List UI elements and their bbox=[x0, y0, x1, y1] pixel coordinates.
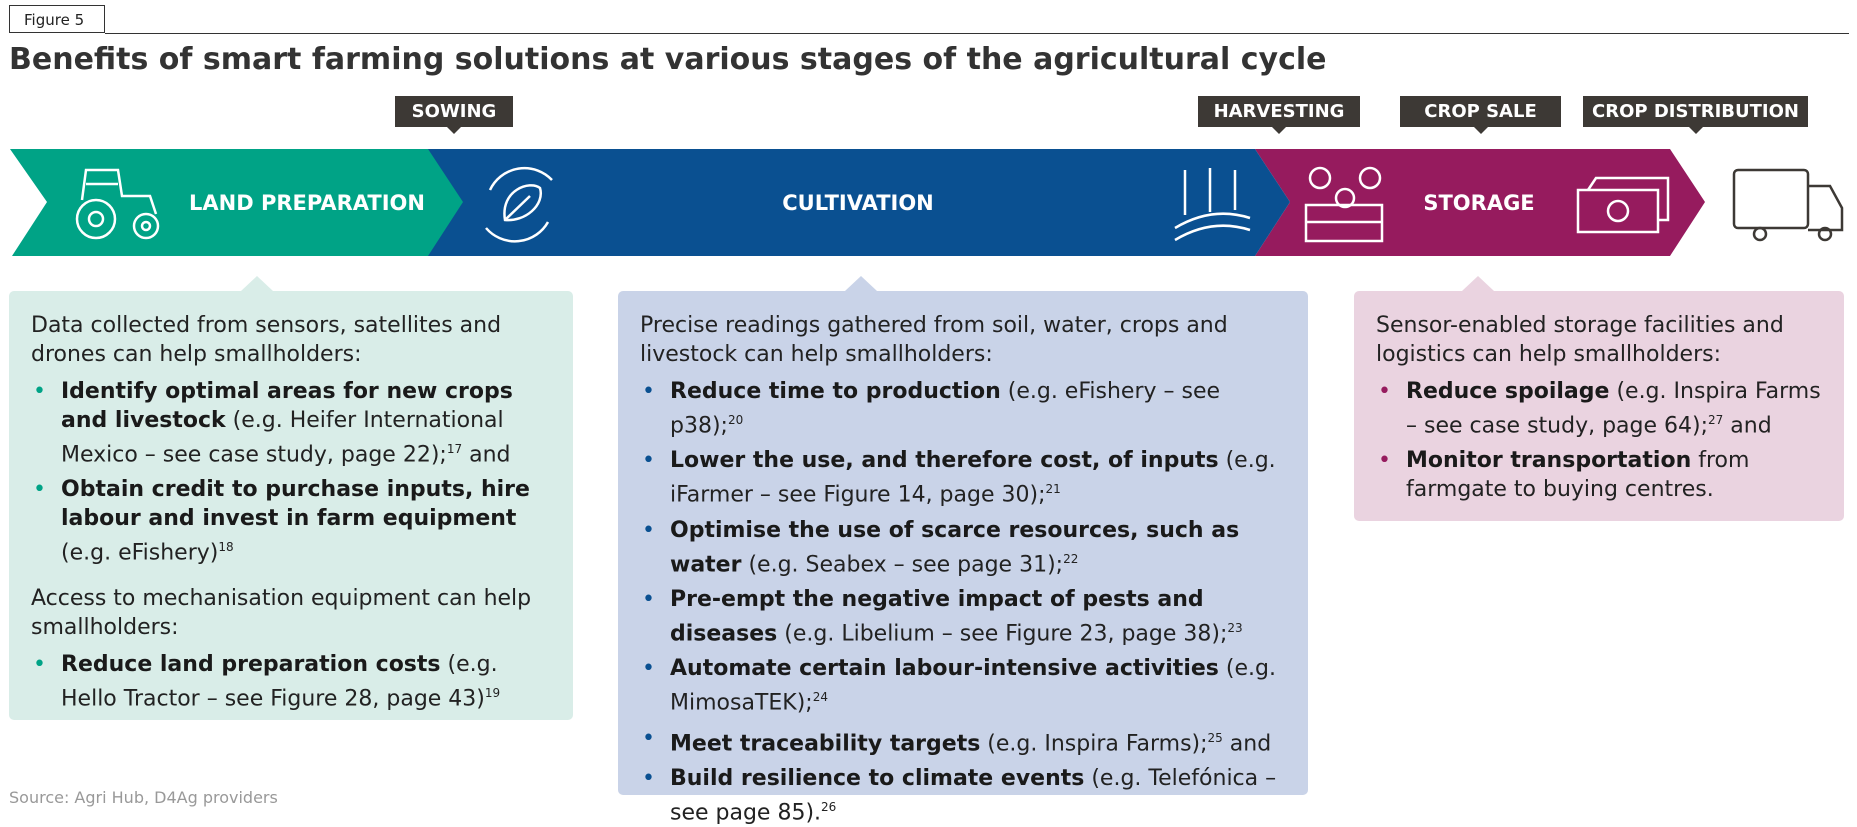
source: Source: Agri Hub, D4Ag providers bbox=[9, 788, 278, 807]
bullet: Reduce land preparation costs (e.g. Hell… bbox=[31, 650, 551, 713]
bullet-bold: Lower the use, and therefore cost, of in… bbox=[670, 448, 1219, 474]
bullet-text: (e.g. eFishery) bbox=[61, 540, 219, 566]
stage-label: STORAGE bbox=[1423, 191, 1534, 215]
bullet-sup: 18 bbox=[218, 540, 234, 555]
bullet-bold: Reduce spoilage bbox=[1406, 379, 1610, 404]
bullet-bold: Obtain credit to purchase inputs, hire l… bbox=[61, 477, 530, 532]
bullet-bold: Build resilience to climate events bbox=[670, 765, 1085, 791]
page: Figure 5 Benefits of smart farming solut… bbox=[0, 0, 1857, 801]
bullet-text: (e.g. iFarmer – see Figure 14, page 30); bbox=[670, 448, 1276, 508]
panel: Sensor-enabled storage facilities and lo… bbox=[1354, 276, 1844, 521]
stage-tag: CROP SALE bbox=[1400, 96, 1561, 134]
tractor-icon bbox=[75, 168, 160, 240]
storage-icon bbox=[1304, 166, 1384, 243]
bullet: Meet traceability targets (e.g. Inspira … bbox=[640, 724, 1286, 758]
stage-label: LAND PREPARATION bbox=[189, 191, 425, 215]
bullet: Optimise the use of scarce resources, su… bbox=[640, 516, 1286, 579]
bullet: Obtain credit to purchase inputs, hire l… bbox=[31, 475, 551, 567]
bullet-text: (e.g. Libelium – see Figure 23, page 38)… bbox=[777, 621, 1228, 647]
bullet-after: and bbox=[462, 442, 511, 468]
bullet-bold: Optimise the use of scarce resources, su… bbox=[670, 517, 1240, 577]
panel: Data collected from sensors, satellites … bbox=[9, 276, 573, 720]
bullet-text: (e.g. Inspira Farms – see case study, pa… bbox=[1406, 379, 1821, 439]
bullet-text: (e.g. Seabex – see page 31); bbox=[741, 551, 1064, 577]
bullet-text: (e.g. Hello Tractor – see Figure 28, pag… bbox=[61, 651, 498, 711]
cash-icon bbox=[1576, 176, 1670, 234]
land-arrow bbox=[10, 149, 463, 256]
bullet-sup: 19 bbox=[484, 685, 501, 700]
bullet-bold: Monitor transportation bbox=[1406, 448, 1692, 474]
bullet-sup: 23 bbox=[1227, 620, 1243, 635]
bullet-bold: Reduce time to production bbox=[670, 379, 1001, 404]
stage-tag: SOWING bbox=[395, 96, 513, 134]
bullet-sup: 21 bbox=[1045, 482, 1061, 497]
bullet-text: (e.g. MimosaTEK); bbox=[670, 656, 1276, 716]
storage-arrow bbox=[1255, 149, 1705, 256]
bullet: Identify optimal areas for new crops and… bbox=[31, 377, 551, 469]
bullet-list: Reduce time to production (e.g. eFishery… bbox=[640, 377, 1286, 827]
bullet-list: Reduce spoilage (e.g. Inspira Farms – se… bbox=[1376, 377, 1822, 504]
stage-label: CULTIVATION bbox=[782, 191, 934, 215]
cycle-icon bbox=[485, 166, 553, 243]
stage-tag: HARVESTING bbox=[1198, 96, 1360, 134]
intro: Data collected from sensors, satellites … bbox=[31, 313, 502, 367]
bullet-sup: 17 bbox=[446, 442, 463, 456]
bullet-bold: Pre-empt the negative impact of pests an… bbox=[670, 586, 1204, 647]
bullet-sup: 25 bbox=[1207, 730, 1223, 745]
bullet-sup: 27 bbox=[1708, 413, 1724, 427]
bullet: Reduce time to production (e.g. eFishery… bbox=[640, 377, 1286, 440]
panel: Precise readings gathered from soil, wat… bbox=[618, 276, 1308, 825]
intro: Access to mechanisation equipment can he… bbox=[31, 585, 532, 640]
bullet-list: Identify optimal areas for new crops and… bbox=[31, 377, 551, 568]
bullet-list: Reduce land preparation costs (e.g. Hell… bbox=[31, 650, 551, 713]
bullet-after: and bbox=[1723, 413, 1772, 439]
bullet-bold: Identify optimal areas for new crops and… bbox=[61, 379, 513, 433]
title: Benefits of smart farming solutions at v… bbox=[9, 42, 1327, 77]
bullet-bold: Meet traceability targets bbox=[670, 730, 981, 756]
stage-tag: CROP DISTRIBUTION bbox=[1583, 96, 1808, 134]
intro: Precise readings gathered from soil, wat… bbox=[640, 313, 1228, 367]
bullet: Pre-empt the negative impact of pests an… bbox=[640, 585, 1286, 648]
intro: Sensor-enabled storage facilities and lo… bbox=[1376, 313, 1784, 367]
rule bbox=[105, 33, 1849, 34]
bullet-bold: Reduce land preparation costs bbox=[61, 651, 441, 677]
crops-icon bbox=[1174, 168, 1251, 242]
bullet: Monitor transportation from farmgate to … bbox=[1376, 446, 1822, 504]
bullet-bold: Automate certain labour-intensive activi… bbox=[670, 656, 1219, 682]
figure-label: Figure 5 bbox=[9, 5, 105, 33]
truck-icon bbox=[1732, 168, 1844, 242]
bullet-after: and bbox=[1222, 730, 1272, 756]
cultivation-arrow bbox=[425, 149, 1290, 256]
bullet: Build resilience to climate events (e.g.… bbox=[640, 764, 1286, 827]
bullet-sup: 26 bbox=[821, 799, 837, 814]
bullet: Automate certain labour-intensive activi… bbox=[640, 654, 1286, 717]
bullet-text: (e.g. Inspira Farms); bbox=[980, 730, 1208, 756]
bullet-text: (e.g. Heifer International Mexico – see … bbox=[61, 408, 504, 468]
bullet-sup: 24 bbox=[812, 690, 828, 705]
bullet: Reduce spoilage (e.g. Inspira Farms – se… bbox=[1376, 377, 1822, 440]
banner: LAND PREPARATION CULTIVATION STORAGE bbox=[10, 149, 1844, 256]
bullet-text: from farmgate to buying centres. bbox=[1406, 448, 1750, 503]
bullet-sup: 22 bbox=[1063, 551, 1079, 566]
bullet-sup: 20 bbox=[727, 413, 744, 427]
bullet: Lower the use, and therefore cost, of in… bbox=[640, 446, 1286, 509]
bullet-text: (e.g. eFishery – see p38); bbox=[670, 379, 1221, 439]
